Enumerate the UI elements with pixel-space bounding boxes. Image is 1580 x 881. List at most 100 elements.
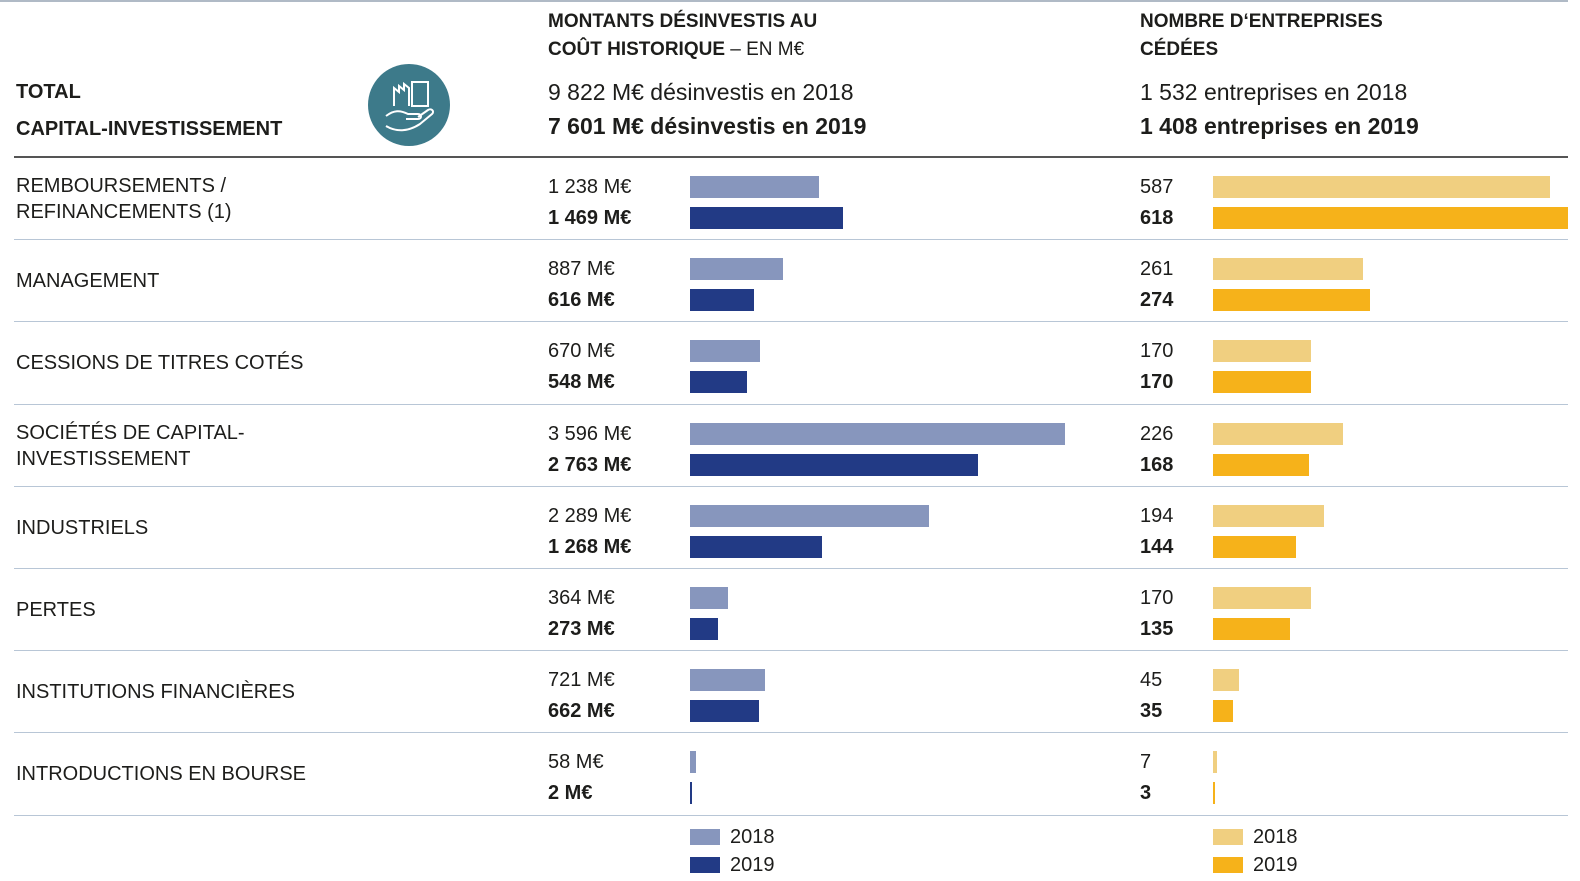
value-label: 616 M€ [548, 289, 615, 312]
total: 1 532 entreprises en 2018 [1140, 79, 1408, 105]
total: 7 601 M€ désinvestis en 2019 [548, 113, 867, 139]
bar [690, 504, 929, 527]
bar [1213, 587, 1311, 609]
bar [690, 289, 755, 312]
value-label: 2 M€ [548, 782, 593, 805]
bar [1213, 371, 1311, 394]
bar [1213, 700, 1234, 723]
value-label: 7 [1140, 751, 1152, 774]
unit-note: – EN M€ [730, 39, 805, 60]
row-rule [14, 403, 1568, 405]
header-title: CAPITAL-INVESTISSEMENT [16, 118, 283, 140]
bar [690, 751, 697, 774]
legend-label: 2019 [730, 854, 775, 876]
chart-title-text: NOMBRE D‘ENTREPRISES CÉDÉES [1140, 11, 1383, 60]
category-label: INDUSTRIELS [16, 516, 149, 539]
total: 1 408 entreprises en 2019 [1140, 113, 1419, 139]
value-label: 226 [1140, 422, 1174, 445]
bar [1213, 751, 1218, 774]
value-label: 2 289 M€ [548, 504, 632, 527]
top-rule [0, 0, 1568, 2]
value-label: 144 [1140, 535, 1174, 558]
legend-swatch [690, 857, 720, 873]
bar [690, 782, 692, 805]
row-rule [14, 732, 1568, 734]
bar [690, 669, 766, 692]
total: 9 822 M€ désinvestis en 2018 [548, 79, 854, 105]
value-label: 194 [1140, 504, 1174, 527]
value-label: 135 [1140, 618, 1174, 640]
value-label: 1 469 M€ [548, 207, 632, 229]
chart-title: MONTANTS DÉSINVESTIS AU COÛT HISTORIQUE … [548, 8, 868, 64]
value-label: 670 M€ [548, 340, 615, 363]
header-rule [14, 156, 1568, 158]
value-label: 2 763 M€ [548, 453, 632, 476]
bar [690, 587, 728, 609]
legend-label: 2019 [1253, 854, 1298, 876]
chart-title-text: MONTANTS DÉSINVESTIS AU COÛT HISTORIQUE [548, 11, 818, 60]
row-rule [14, 568, 1568, 569]
row-rule [14, 814, 1568, 816]
bar [690, 422, 1066, 445]
value-label: 3 596 M€ [548, 422, 632, 445]
value-label: 662 M€ [548, 700, 615, 723]
row-rule [14, 485, 1568, 487]
value-label: 261 [1140, 258, 1174, 281]
category-label: PERTES [16, 599, 96, 621]
category-label: MANAGEMENT [16, 270, 160, 293]
value-label: 170 [1140, 371, 1174, 394]
row-rule [14, 650, 1568, 652]
value-label: 3 [1140, 782, 1152, 805]
bar [1213, 782, 1215, 805]
bar [690, 535, 823, 558]
value-label: 58 M€ [548, 751, 604, 774]
bar [690, 207, 844, 229]
bar [1213, 340, 1311, 363]
value-label: 273 M€ [548, 618, 615, 640]
value-label: 1 268 M€ [548, 535, 632, 558]
bar [690, 700, 760, 723]
value-label: 274 [1140, 289, 1174, 312]
value-label: 548 M€ [548, 371, 615, 394]
category-label: INSTITUTIONS FINANCIÈRES [16, 681, 295, 704]
value-label: 170 [1140, 340, 1174, 363]
bar [1213, 422, 1343, 445]
header-title: TOTAL [16, 81, 81, 103]
bar [690, 340, 760, 363]
value-label: 35 [1140, 700, 1163, 723]
value-label: 168 [1140, 453, 1174, 476]
legend-swatch [1213, 857, 1243, 873]
bar [690, 453, 979, 476]
value-label: 887 M€ [548, 258, 615, 281]
value-label: 1 238 M€ [548, 176, 632, 198]
row-rule [14, 321, 1568, 323]
legend-label: 2018 [1253, 826, 1298, 848]
bar [690, 176, 820, 198]
value-label: 170 [1140, 587, 1174, 609]
bar [690, 618, 719, 640]
legend-label: 2018 [730, 826, 775, 848]
bar [1213, 207, 1568, 229]
category-label: SOCIÉTÉS DE CAPITAL-INVESTISSEMENT [16, 421, 245, 470]
bar [1213, 669, 1239, 692]
bar [1213, 453, 1310, 476]
category-label: CESSIONS DE TITRES COTÉS [16, 352, 304, 375]
category-label: INTRODUCTIONS EN BOURSE [16, 763, 307, 786]
bar [1213, 289, 1371, 312]
value-label: 618 [1140, 207, 1174, 229]
icon [368, 64, 450, 146]
value-label: 587 [1140, 176, 1174, 198]
category-label: REMBOURSEMENTS / REFINANCEMENTS (1) [16, 175, 232, 223]
row-rule [14, 239, 1568, 241]
value-label: 364 M€ [548, 587, 615, 609]
legend-swatch [690, 829, 720, 845]
bar [1213, 258, 1363, 281]
bar [1213, 535, 1296, 558]
bar [1213, 176, 1550, 198]
value-label: 721 M€ [548, 669, 615, 692]
chart-title: NOMBRE D‘ENTREPRISES CÉDÉES [1140, 8, 1410, 64]
bar [690, 258, 783, 281]
bar [1213, 504, 1325, 527]
bar [1213, 618, 1291, 640]
